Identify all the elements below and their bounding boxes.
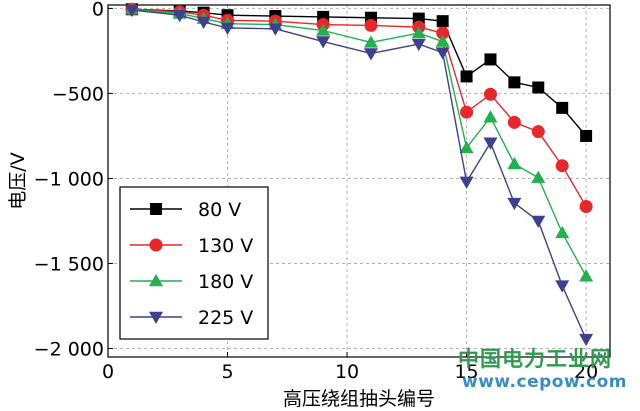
data-point [532,81,545,94]
series-layer [124,2,594,347]
data-point [531,170,546,183]
data-point [436,26,450,40]
data-point [268,23,283,36]
data-point [580,129,593,142]
data-point [459,140,474,154]
data-point [411,38,426,52]
x-tick-label: 10 [335,361,359,383]
data-point [555,280,570,293]
y-tick-label: 0 [92,0,104,20]
data-point [507,156,522,170]
x-axis: 0 5 10 15 20 [102,352,598,383]
y-axis: 0 −500 −1 000 −1 500 −2 000 [34,0,113,360]
data-point [316,23,331,36]
data-point [363,48,378,61]
data-point [150,203,162,215]
legend: 80 V 130 V 180 V 225 V [119,186,269,340]
data-point [483,137,498,150]
data-point [555,159,569,173]
series-130v [125,2,593,214]
y-tick-label: −1 000 [34,168,104,190]
data-point [531,125,545,139]
legend-label: 180 V [198,271,253,293]
y-axis-label: 电压/V [7,152,29,209]
data-point [124,4,139,18]
data-point [507,115,521,129]
data-point [483,110,498,123]
data-point [579,269,594,282]
data-point [507,197,522,211]
data-point [484,53,497,66]
data-point [436,15,449,28]
y-tick-label: −500 [52,83,104,105]
series-225v [124,4,594,347]
x-tick-label: 0 [102,361,114,383]
data-point [459,176,474,189]
data-point [556,101,569,114]
legend-entry: 180 V [130,271,253,293]
data-point [483,87,497,101]
legend-label: 130 V [198,235,253,257]
legend-entry: 130 V [130,235,253,257]
watermark-url: www.cepow.com [462,372,627,392]
y-tick-label: −1 500 [34,253,104,275]
data-point [149,274,163,287]
data-point [460,70,473,83]
data-point [363,35,378,48]
data-point [435,34,450,47]
data-point [149,311,163,324]
legend-box [119,186,269,340]
series-80v [125,3,593,142]
data-point [411,26,426,39]
data-point [579,200,593,214]
data-point [531,215,546,228]
legend-entry: 80 V [130,199,241,221]
data-point [555,225,570,239]
data-point [149,238,163,252]
data-point [196,16,211,30]
watermark-title: 中国电力工业网 [458,347,612,371]
x-axis-label: 高压绕组抽头编号 [283,388,435,410]
data-point [460,105,474,119]
data-point [579,333,594,347]
y-tick-label: −2 000 [34,338,104,360]
legend-label: 80 V [198,199,241,221]
x-tick-label: 20 [574,361,598,383]
legend-label: 225 V [198,307,253,329]
data-point [435,47,450,60]
data-point [172,9,187,23]
data-point [316,36,331,49]
data-point [220,22,235,35]
x-tick-label: 5 [221,361,233,383]
x-tick-label: 15 [454,361,478,383]
plot-frame [107,4,611,358]
legend-entry: 225 V [130,307,253,329]
data-point [364,18,378,32]
data-point [508,76,521,89]
